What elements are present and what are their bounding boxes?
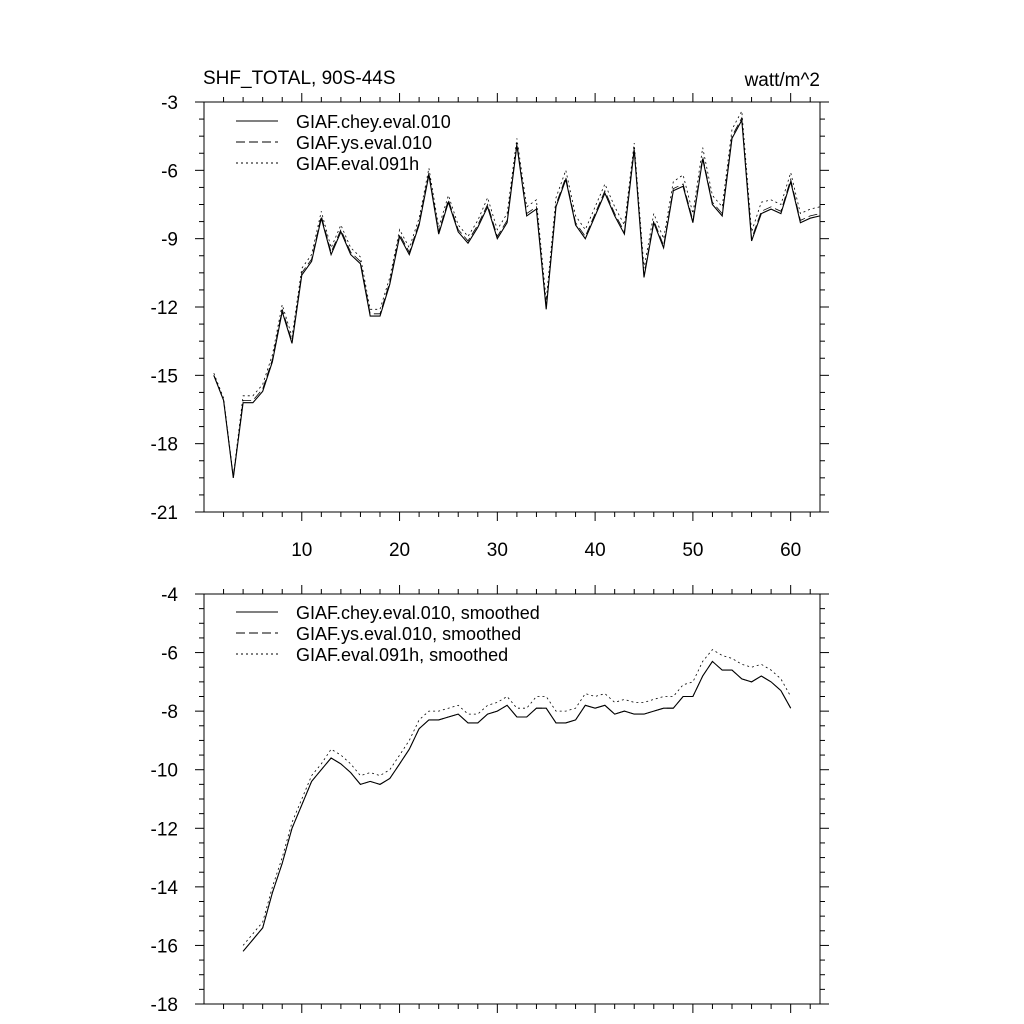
series-line-dashed xyxy=(242,660,792,952)
y-tick-label: -12 xyxy=(151,298,178,319)
legend-label: GIAF.eval.091h, smoothed xyxy=(296,645,508,665)
y-tick-label: -9 xyxy=(161,230,178,251)
y-tick-label: -21 xyxy=(151,503,178,524)
legend-label: GIAF.ys.eval.010 xyxy=(296,133,432,153)
x-tick-label: 40 xyxy=(585,540,606,561)
series-line-dashed xyxy=(213,116,821,478)
series-line-dotted xyxy=(213,109,821,476)
x-tick-label: 10 xyxy=(291,540,312,561)
y-tick-label: -12 xyxy=(151,819,178,840)
y-tick-label: -6 xyxy=(161,161,178,182)
legend-label: GIAF.chey.eval.010 xyxy=(296,112,451,132)
y-tick-label: -14 xyxy=(151,878,179,899)
x-tick-label: 60 xyxy=(780,540,801,561)
y-tick-label: -4 xyxy=(161,585,178,606)
top-chart: SHF_TOTAL, 90S-44S watt/m^2 10 20 30 40 50 60… xyxy=(151,68,829,561)
y-tick-label: -16 xyxy=(151,936,178,957)
y-tick-label: -6 xyxy=(161,644,178,665)
bottom-legend: GIAF.chey.eval.010, smoothedGIAF.ys.eval… xyxy=(236,603,540,665)
y-tick-label: -18 xyxy=(151,995,178,1016)
series-line-dotted xyxy=(242,649,792,946)
x-tick-label: 20 xyxy=(389,540,410,561)
top-chart-units: watt/m^2 xyxy=(744,70,820,91)
legend-label: GIAF.eval.091h xyxy=(296,154,419,174)
y-tick-label: -15 xyxy=(151,366,178,387)
top-legend: GIAF.chey.eval.010GIAF.ys.eval.010GIAF.e… xyxy=(236,112,451,174)
top-series-group xyxy=(213,109,821,478)
y-tick-label: -8 xyxy=(161,702,178,723)
bottom-series-group xyxy=(242,649,792,952)
y-tick-label: -3 xyxy=(161,93,178,114)
legend-label: GIAF.chey.eval.010, smoothed xyxy=(296,603,540,623)
x-tick-label: 30 xyxy=(487,540,508,561)
y-tick-label: -10 xyxy=(151,761,178,782)
top-axis-ticks: 10 20 30 40 50 60 -3 -6 -9 -12 -15 -18 -21 xyxy=(151,93,829,561)
x-tick-label: 50 xyxy=(682,540,703,561)
series-line-solid xyxy=(242,660,792,952)
legend-label: GIAF.ys.eval.010, smoothed xyxy=(296,624,521,644)
bottom-axis-ticks: -4 -6 -8 -10 -12 -14 -16 -18 xyxy=(151,585,829,1016)
bottom-chart: -4 -6 -8 -10 -12 -14 -16 -18 GIAF.chey.eval.010… xyxy=(151,585,829,1016)
top-chart-title: SHF_TOTAL, 90S-44S xyxy=(203,68,396,89)
y-tick-label: -18 xyxy=(151,435,178,456)
